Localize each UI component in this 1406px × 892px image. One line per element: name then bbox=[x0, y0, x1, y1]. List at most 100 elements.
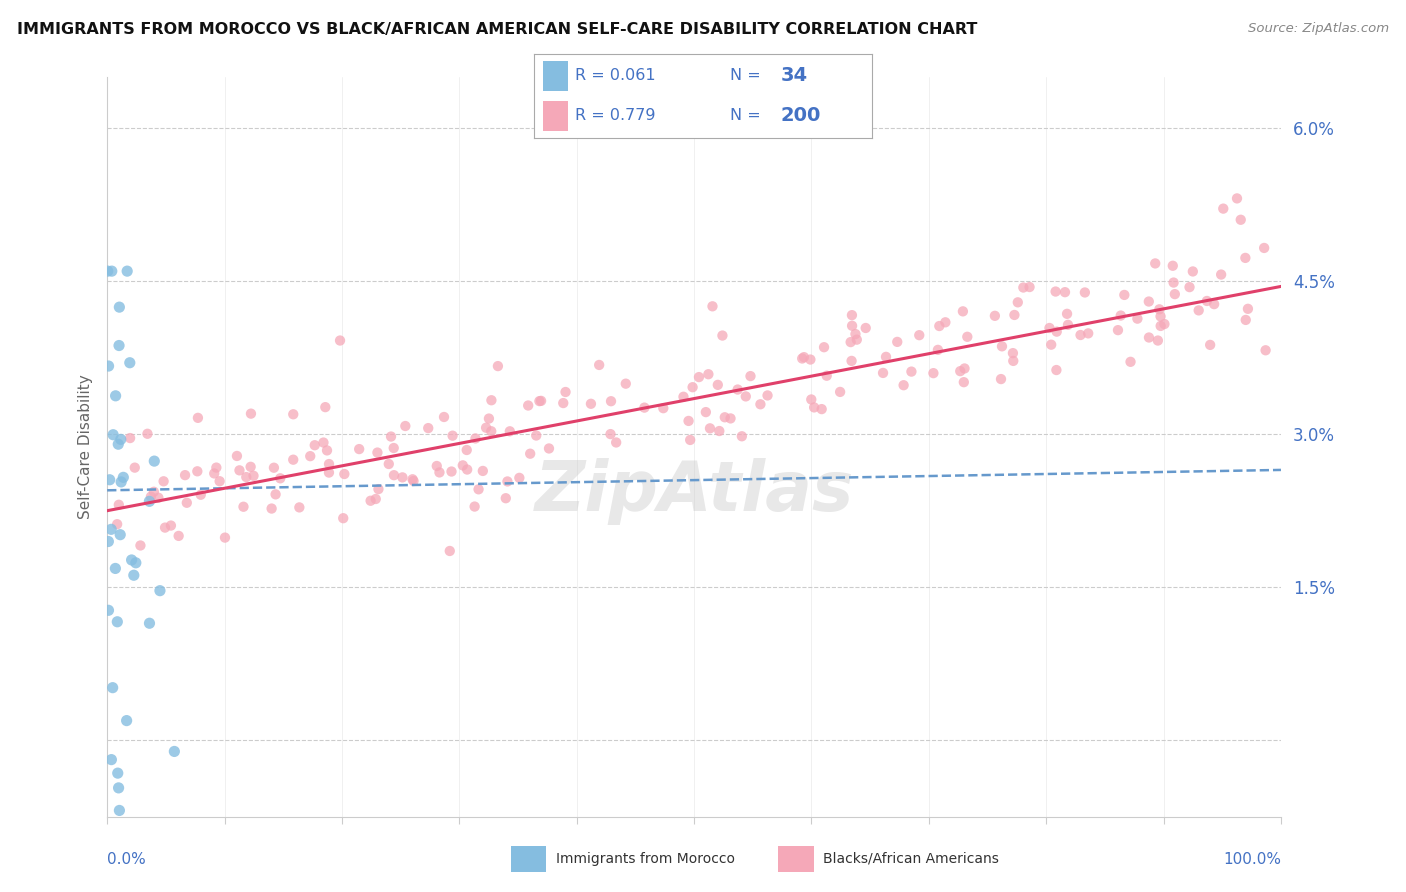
Point bbox=[813, 340, 835, 354]
Point bbox=[174, 468, 197, 483]
Point bbox=[530, 393, 553, 408]
Point bbox=[318, 466, 340, 480]
Point bbox=[709, 424, 731, 438]
Point bbox=[803, 401, 825, 415]
Point bbox=[108, 338, 131, 352]
Point bbox=[1007, 295, 1029, 310]
Text: 34: 34 bbox=[780, 67, 807, 86]
Point bbox=[108, 804, 131, 818]
Point bbox=[1161, 259, 1184, 273]
Point bbox=[893, 378, 915, 392]
Point bbox=[1046, 325, 1069, 339]
Point bbox=[886, 334, 908, 349]
Point bbox=[360, 493, 382, 508]
Point bbox=[792, 351, 814, 366]
Point bbox=[952, 304, 974, 318]
Point bbox=[380, 429, 402, 443]
Point bbox=[519, 447, 541, 461]
Point bbox=[260, 501, 283, 516]
Point bbox=[830, 384, 852, 399]
Point bbox=[304, 438, 326, 452]
Point bbox=[688, 370, 710, 384]
Point bbox=[478, 411, 501, 425]
Point bbox=[149, 583, 172, 598]
Point bbox=[1053, 285, 1076, 300]
Point bbox=[269, 471, 291, 485]
Point bbox=[1057, 318, 1080, 332]
Point bbox=[537, 442, 560, 456]
Point bbox=[1149, 302, 1171, 317]
Point bbox=[672, 390, 695, 404]
Point bbox=[699, 421, 721, 435]
Point bbox=[1188, 303, 1211, 318]
Point bbox=[1119, 355, 1142, 369]
Point bbox=[101, 681, 124, 695]
Point bbox=[364, 491, 387, 506]
Text: 0.0%: 0.0% bbox=[107, 852, 146, 867]
Point bbox=[107, 437, 129, 451]
Point bbox=[711, 328, 734, 343]
Point bbox=[793, 350, 815, 364]
Point bbox=[720, 411, 742, 425]
Point bbox=[949, 364, 972, 378]
Point bbox=[263, 460, 285, 475]
Point bbox=[1253, 241, 1275, 255]
Point bbox=[115, 264, 138, 278]
Point bbox=[1234, 313, 1257, 327]
Text: Blacks/African Americans: Blacks/African Americans bbox=[824, 852, 1000, 866]
Point bbox=[110, 433, 132, 447]
Point bbox=[329, 334, 352, 348]
Point bbox=[1150, 318, 1173, 333]
Point bbox=[678, 414, 700, 428]
Point bbox=[235, 470, 257, 484]
Point bbox=[456, 442, 478, 457]
Point bbox=[872, 366, 894, 380]
Point bbox=[633, 401, 655, 415]
FancyBboxPatch shape bbox=[543, 62, 568, 91]
Point bbox=[475, 421, 498, 435]
Point bbox=[679, 433, 702, 447]
Point bbox=[104, 561, 127, 575]
Point bbox=[1056, 307, 1078, 321]
Point bbox=[1212, 202, 1234, 216]
Point bbox=[129, 539, 152, 553]
Point bbox=[471, 464, 494, 478]
Point bbox=[1195, 293, 1218, 308]
Point bbox=[908, 328, 931, 343]
Point bbox=[1137, 330, 1160, 344]
Point bbox=[232, 500, 254, 514]
Point bbox=[98, 473, 121, 487]
Point bbox=[841, 354, 863, 368]
Point bbox=[1178, 280, 1201, 294]
Point bbox=[799, 352, 821, 367]
Point bbox=[481, 393, 503, 408]
Point bbox=[1226, 191, 1249, 205]
Point bbox=[228, 463, 250, 477]
Point bbox=[1147, 334, 1170, 348]
Point bbox=[841, 318, 863, 333]
Point bbox=[1002, 308, 1025, 322]
Point bbox=[451, 458, 474, 473]
Point bbox=[139, 490, 162, 504]
Point bbox=[1002, 354, 1025, 368]
Point bbox=[163, 744, 186, 758]
Point bbox=[934, 315, 956, 329]
Point bbox=[456, 462, 478, 476]
Point bbox=[990, 372, 1012, 386]
Point bbox=[810, 402, 832, 417]
Point bbox=[1070, 328, 1092, 343]
Point bbox=[366, 445, 388, 459]
Point bbox=[299, 449, 322, 463]
Point bbox=[382, 441, 405, 455]
Point bbox=[115, 714, 138, 728]
Point bbox=[142, 484, 165, 499]
Point bbox=[800, 392, 823, 407]
Point bbox=[186, 464, 208, 478]
Point bbox=[1126, 311, 1149, 326]
Point bbox=[815, 368, 838, 383]
Point bbox=[1040, 337, 1063, 351]
Point bbox=[1077, 326, 1099, 341]
Point bbox=[875, 350, 897, 364]
Point bbox=[554, 384, 576, 399]
Point bbox=[479, 424, 502, 438]
